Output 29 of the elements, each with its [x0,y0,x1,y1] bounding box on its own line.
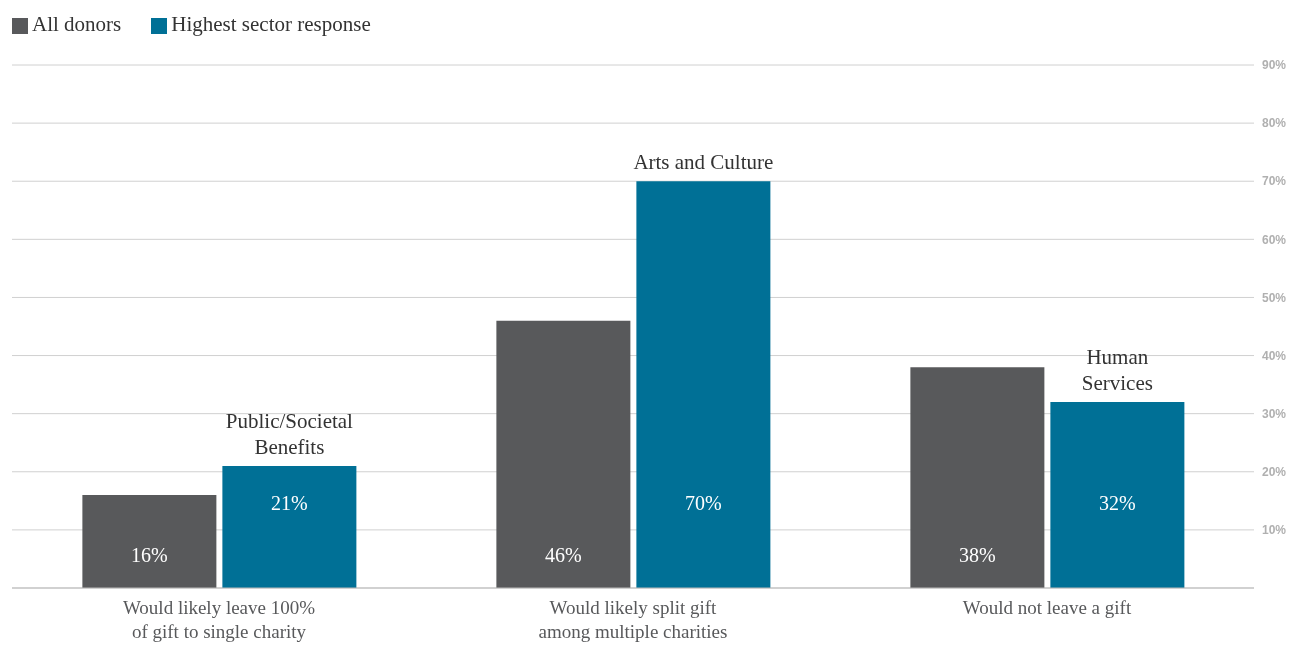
data-label: 70% [685,492,722,514]
legend-label: All donors [32,12,122,36]
annotation: Arts and Culture [633,150,774,175]
y-tick-label: 40% [1262,348,1287,363]
y-tick-label: 30% [1262,406,1287,421]
y-tick-label: 20% [1262,465,1287,480]
y-tick-label: 60% [1262,232,1287,247]
annotation: Public/Societal Benefits [225,408,354,459]
x-tick-label: Would not leave a gift [962,597,1132,618]
data-label: 46% [545,544,582,566]
bar [222,465,357,588]
bar [910,367,1045,588]
data-label: 32% [1099,492,1136,514]
bar [1050,402,1185,588]
y-tick-label: 90% [1262,58,1287,73]
data-label: 21% [271,492,308,514]
y-tick-label: 70% [1262,174,1287,189]
bar [496,320,631,588]
y-tick-label: 50% [1262,290,1287,305]
data-label: 38% [959,544,996,566]
legend-label: Highest sector response [171,12,371,36]
y-tick-label: 80% [1262,116,1287,131]
x-tick-label: Would likely split gift among multiple charities [538,597,728,642]
data-label: 16% [131,544,168,566]
x-tick-label: Would likely leave 100% of gift to single charity [122,597,316,642]
y-tick-label: 10% [1262,523,1287,538]
bar [636,181,771,588]
annotation: Human Services [1081,345,1153,396]
bar [82,495,217,588]
